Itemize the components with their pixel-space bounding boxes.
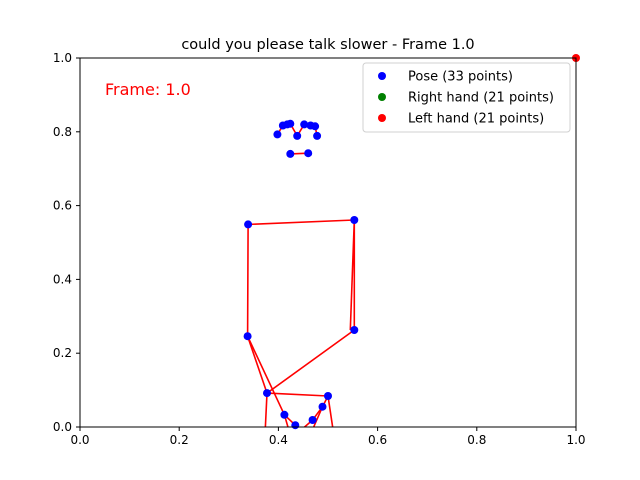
landmark-point-0 bbox=[243, 332, 252, 341]
connection-lines bbox=[246, 122, 356, 427]
x-tick-label: 1.0 bbox=[566, 433, 585, 447]
axes-frame bbox=[79, 57, 577, 428]
landmark-point-0 bbox=[286, 119, 295, 128]
y-axis: 0.0 0.2 0.4 0.6 0.8 1.0 bbox=[53, 51, 80, 434]
frame-annotation: Frame: 1.0 bbox=[105, 80, 191, 99]
connection-line bbox=[246, 224, 296, 426]
legend-label: Pose (33 points) bbox=[408, 70, 513, 85]
landmark-point-0 bbox=[291, 421, 300, 430]
connection-line bbox=[283, 414, 289, 427]
x-tick-label: 0.2 bbox=[170, 433, 189, 447]
legend-box bbox=[362, 62, 571, 133]
landmark-point-0 bbox=[308, 416, 317, 424]
y-tick-label: 0.2 bbox=[53, 346, 72, 360]
x-axis: 0.0 0.2 0.4 0.6 0.8 1.0 bbox=[70, 427, 586, 447]
y-tick-label: 1.0 bbox=[53, 51, 72, 65]
landmark-point-0 bbox=[324, 392, 332, 400]
legend-label: Left hand (21 points) bbox=[408, 112, 544, 127]
landmark-point-0 bbox=[318, 402, 327, 411]
connection-line bbox=[248, 219, 355, 226]
landmark-point-0 bbox=[286, 149, 295, 158]
landmark-point-0 bbox=[280, 410, 289, 419]
plot-area bbox=[79, 54, 580, 430]
landmark-point-0 bbox=[293, 131, 302, 140]
y-tick-label: 0.8 bbox=[53, 125, 72, 139]
landmark-point-0 bbox=[300, 120, 309, 129]
x-tick-label: 0.0 bbox=[70, 433, 89, 447]
y-tick-label: 0.6 bbox=[53, 199, 72, 213]
landmark-point-0 bbox=[350, 326, 359, 334]
connection-line bbox=[349, 219, 356, 331]
connection-line bbox=[264, 220, 356, 427]
legend: Pose (33 points) Right hand (21 points) Le… bbox=[362, 62, 571, 133]
chart-title: could you please talk slower - Frame 1.0 bbox=[181, 37, 474, 53]
legend-label: Right hand (21 points) bbox=[408, 91, 554, 106]
landmark-point-0 bbox=[273, 130, 282, 139]
landmark-point-0 bbox=[304, 149, 313, 158]
landmark-point-0 bbox=[263, 389, 271, 398]
landmark-points bbox=[243, 54, 580, 430]
landmark-point-0 bbox=[244, 220, 253, 229]
y-tick-label: 0.4 bbox=[53, 272, 72, 286]
connection-line bbox=[327, 395, 334, 427]
x-tick-label: 0.4 bbox=[269, 433, 288, 447]
landmark-point-0 bbox=[313, 131, 322, 140]
connection-line bbox=[246, 335, 268, 394]
y-tick-label: 0.0 bbox=[53, 420, 72, 434]
legend-marker bbox=[378, 72, 386, 80]
legend-marker bbox=[378, 114, 386, 122]
x-tick-label: 0.8 bbox=[467, 433, 486, 447]
landmark-point-0 bbox=[350, 216, 359, 224]
connection-line bbox=[312, 406, 324, 427]
landmark-point-0 bbox=[311, 122, 320, 131]
x-tick-label: 0.6 bbox=[368, 433, 387, 447]
legend-marker bbox=[378, 93, 386, 101]
